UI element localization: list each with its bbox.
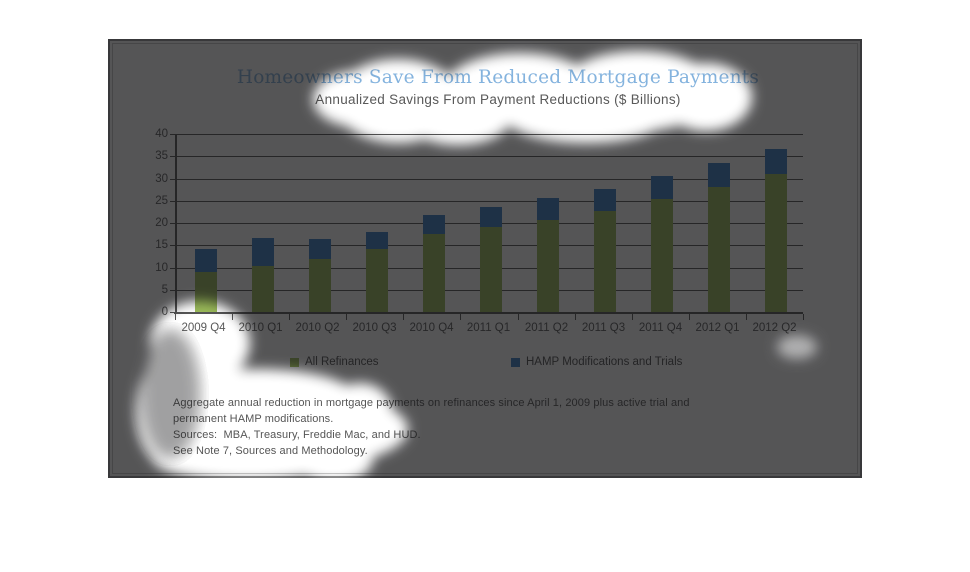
x-axis-tick (518, 314, 519, 320)
y-tick-label: 10 (155, 262, 168, 274)
footnote-line-2: permanent HAMP modifications. (173, 413, 334, 425)
bar-2011-q4-hamp (651, 176, 673, 199)
x-axis-tick (175, 314, 176, 320)
x-tick-label: 2011 Q4 (638, 322, 683, 334)
x-axis-tick (689, 314, 690, 320)
x-axis-tick (403, 314, 404, 320)
x-tick-label: 2009 Q4 (181, 322, 226, 334)
x-tick-label: 2011 Q3 (581, 322, 626, 334)
bar-2010-q3-hamp (366, 232, 388, 249)
bar-2010-q3-all-refinances (366, 249, 388, 312)
x-axis-tick (460, 314, 461, 320)
x-axis-tick (289, 314, 290, 320)
y-tick-label: 20 (155, 217, 168, 229)
x-tick-label: 2011 Q1 (466, 322, 511, 334)
bar-2011-q3-hamp (594, 189, 616, 211)
gridline (175, 134, 803, 135)
bar-2010-q4-all-refinances (423, 234, 445, 312)
footnote-line-1: Aggregate annual reduction in mortgage p… (173, 397, 690, 409)
bar-2010-q4-hamp (423, 215, 445, 234)
bar-2012-q2-all-refinances (765, 174, 787, 312)
chart-subtitle: Annualized Savings From Payment Reductio… (315, 92, 681, 107)
footnotes: Aggregate annual reduction in mortgage p… (173, 395, 773, 459)
x-axis-tick (232, 314, 233, 320)
bar-2011-q2-all-refinances (537, 220, 559, 312)
legend-swatch-all-refinances (290, 357, 299, 367)
y-tick-label: 40 (155, 128, 168, 140)
bar-2012-q1-all-refinances (708, 187, 730, 312)
chart-panel: Homeowners Save From Reduced Mortgage Pa… (108, 39, 862, 478)
footnote-line-4: See Note 7, Sources and Methodology. (173, 445, 368, 457)
legend-item-hamp: HAMP Modifications and Trials (511, 356, 682, 368)
x-tick-label: 2012 Q2 (752, 322, 797, 334)
legend-item-all-refinances: All Refinances (290, 356, 379, 368)
bar-2010-q1-hamp (252, 238, 274, 266)
y-tick-label: 0 (161, 306, 168, 318)
x-axis-tick (575, 314, 576, 320)
bar-2012-q2-hamp (765, 149, 787, 174)
bar-2009-q4-all-refinances (195, 272, 217, 312)
bar-2011-q2-hamp (537, 198, 559, 220)
bar-2011-q1-all-refinances (480, 227, 502, 312)
x-tick-label: 2010 Q1 (238, 322, 283, 334)
y-tick-label: 30 (155, 173, 168, 185)
legend-label-hamp: HAMP Modifications and Trials (526, 356, 683, 368)
bar-2012-q1-hamp (708, 163, 730, 187)
y-tick-label: 25 (155, 195, 168, 207)
footnote-line-3: Sources: MBA, Treasury, Freddie Mac, and… (173, 429, 421, 441)
gridline (175, 156, 803, 157)
bar-2010-q2-all-refinances (309, 259, 331, 312)
bar-2010-q2-hamp (309, 239, 331, 259)
bar-2011-q3-all-refinances (594, 211, 616, 312)
x-tick-label: 2010 Q2 (295, 322, 340, 334)
y-tick-label: 5 (161, 284, 168, 296)
legend-label-all-refinances: All Refinances (305, 356, 379, 368)
legend-swatch-hamp (511, 357, 520, 367)
y-axis-line (175, 134, 177, 314)
x-tick-label: 2011 Q2 (524, 322, 569, 334)
bar-2009-q4-hamp (195, 249, 217, 272)
x-tick-label: 2010 Q3 (352, 322, 397, 334)
y-tick-label: 15 (155, 239, 168, 251)
x-tick-label: 2012 Q1 (695, 322, 740, 334)
bar-2011-q1-hamp (480, 207, 502, 227)
x-axis-tick (346, 314, 347, 320)
chart-title: Homeowners Save From Reduced Mortgage Pa… (236, 67, 760, 88)
x-axis-tick (746, 314, 747, 320)
x-tick-label: 2010 Q4 (409, 322, 454, 334)
y-tick-label: 35 (155, 150, 168, 162)
x-axis-tick (803, 314, 804, 320)
bar-2010-q1-all-refinances (252, 266, 274, 312)
x-axis-line (174, 312, 803, 314)
bar-2011-q4-all-refinances (651, 199, 673, 312)
x-axis-tick (632, 314, 633, 320)
